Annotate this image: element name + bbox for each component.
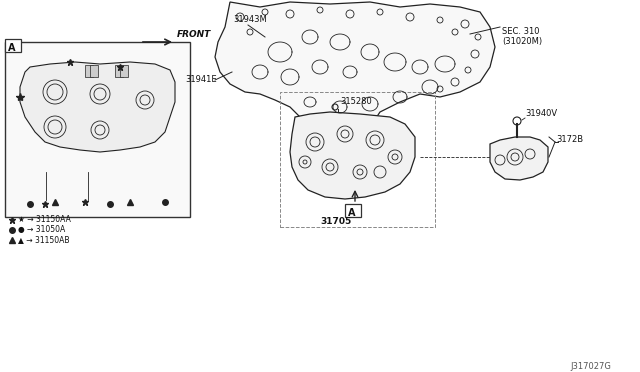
Text: SEC. 310
(31020M): SEC. 310 (31020M) [502,27,542,46]
Text: 3172B: 3172B [556,135,583,144]
Bar [120,65,128,77]
Bar [345,204,361,217]
Polygon shape [490,137,548,180]
Text: 31941E: 31941E [185,75,216,84]
Text: A: A [348,208,355,218]
Text: FRONT: FRONT [177,30,211,39]
Text: ★ → 31150AA: ★ → 31150AA [18,215,71,224]
Polygon shape [20,62,175,152]
Bar [115,65,123,77]
Bar [5,42,190,217]
Text: 315280: 315280 [340,97,372,106]
Text: 31705: 31705 [320,217,351,226]
Text: J317027G: J317027G [570,362,611,371]
Text: ▲ → 31150AB: ▲ → 31150AB [18,235,70,244]
Bar [5,39,21,52]
Polygon shape [290,112,415,199]
Bar [90,65,98,77]
Text: 31940V: 31940V [525,109,557,118]
Text: A: A [8,43,15,53]
Polygon shape [215,2,495,157]
Text: 31943M: 31943M [233,15,267,24]
Bar [280,92,435,227]
Bar [85,65,93,77]
Text: ● → 31050A: ● → 31050A [18,225,65,234]
